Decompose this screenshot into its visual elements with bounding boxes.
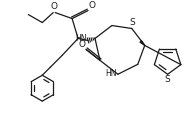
Text: S: S <box>165 75 170 84</box>
Text: HN: HN <box>105 69 117 78</box>
Text: HN: HN <box>75 34 87 43</box>
Text: O: O <box>79 40 86 49</box>
Text: S: S <box>129 18 135 27</box>
Text: O: O <box>51 2 58 11</box>
Polygon shape <box>140 41 145 45</box>
Text: O: O <box>88 1 95 10</box>
